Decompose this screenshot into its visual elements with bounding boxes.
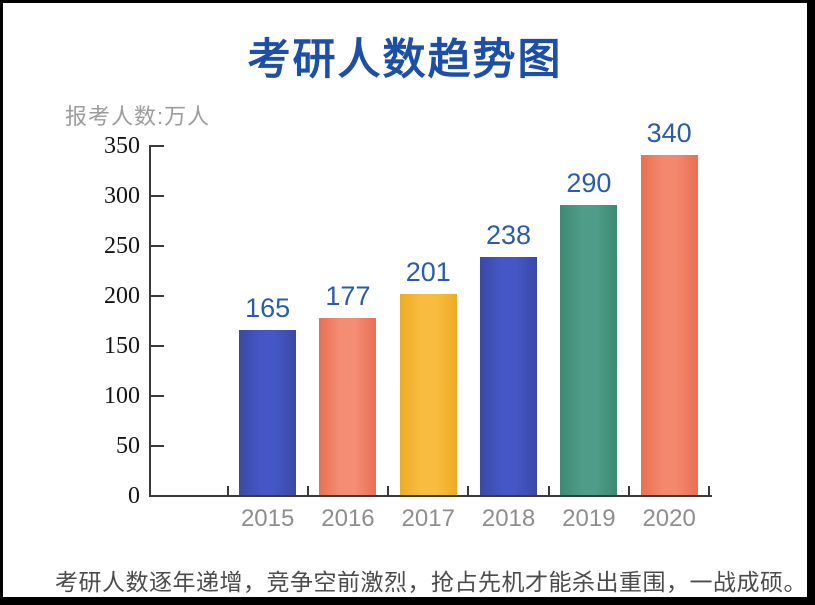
y-tick-label: 300 bbox=[104, 183, 140, 209]
y-axis-unit-label: 报考人数:万人 bbox=[65, 104, 211, 129]
bar-2016 bbox=[319, 318, 377, 495]
bar-value-label: 201 bbox=[405, 257, 451, 287]
y-tick-mark bbox=[150, 395, 164, 397]
x-tick-mark bbox=[387, 486, 390, 495]
bar-2015 bbox=[239, 330, 297, 495]
bar-value-label: 165 bbox=[245, 293, 291, 323]
x-category-label: 2015 bbox=[240, 505, 295, 532]
x-category-label: 2020 bbox=[642, 505, 696, 532]
y-tick-mark bbox=[150, 445, 164, 447]
x-tick-mark bbox=[708, 486, 711, 495]
bar-2020 bbox=[640, 155, 698, 495]
bar-chart: 0 50 100 150 200 250 300 350 165 2015 177 2016 201 2… bbox=[3, 3, 807, 597]
bar-value-label: 340 bbox=[646, 118, 692, 148]
x-tick-mark bbox=[226, 486, 229, 495]
x-axis-line bbox=[149, 495, 712, 497]
y-tick-mark bbox=[150, 195, 164, 197]
bar-2017 bbox=[399, 294, 457, 495]
y-tick-label: 350 bbox=[104, 133, 140, 159]
x-category-label: 2019 bbox=[562, 505, 616, 532]
y-tick-label: 50 bbox=[116, 433, 140, 459]
x-category-label: 2018 bbox=[481, 505, 536, 532]
x-category-label: 2016 bbox=[321, 505, 375, 532]
bar-value-label: 238 bbox=[486, 220, 532, 250]
y-tick-label: 200 bbox=[104, 283, 140, 309]
y-tick-label: 250 bbox=[104, 233, 140, 259]
bar-2019 bbox=[560, 205, 618, 495]
y-tick-mark bbox=[150, 145, 164, 147]
x-tick-mark bbox=[306, 486, 309, 495]
chart-title: 考研人数趋势图 bbox=[247, 36, 563, 84]
y-tick-label: 0 bbox=[128, 483, 140, 509]
y-tick-mark bbox=[150, 245, 164, 247]
x-tick-mark bbox=[628, 486, 630, 495]
bar-value-label: 177 bbox=[325, 281, 371, 311]
bar-2018 bbox=[480, 257, 538, 495]
y-tick-mark bbox=[150, 345, 164, 347]
y-tick-label: 100 bbox=[104, 383, 140, 409]
footer-caption: 考研人数逐年递增，竞争空前激烈，抢占先机才能杀出重围，一战成硕。 bbox=[55, 569, 807, 595]
y-tick-mark bbox=[150, 295, 164, 297]
y-tick-label: 150 bbox=[104, 333, 140, 359]
x-category-label: 2017 bbox=[401, 505, 455, 532]
bar-value-label: 290 bbox=[566, 168, 612, 198]
x-tick-mark bbox=[547, 486, 550, 495]
y-axis-line bbox=[149, 145, 151, 497]
x-tick-mark bbox=[467, 486, 470, 495]
